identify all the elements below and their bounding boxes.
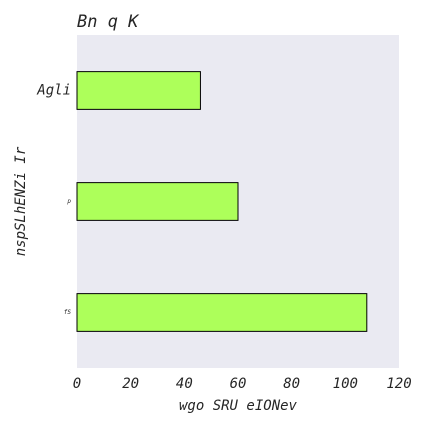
x-tick-label-5: 100 <box>333 376 358 392</box>
bar-0 <box>76 71 201 110</box>
y-tick-labels: Agli p fS <box>36 83 71 317</box>
y-tick-label-1: p <box>67 198 71 205</box>
x-axis-label: wgo SRU eIONev <box>179 398 298 414</box>
x-tick-label-0: 0 <box>73 376 81 392</box>
x-tick-label-4: 80 <box>283 376 300 392</box>
x-tick-label-3: 60 <box>230 376 247 392</box>
bars-group <box>76 71 368 332</box>
y-tick-label-2: fS <box>64 309 72 316</box>
bar-1 <box>76 182 239 221</box>
bar-2 <box>76 293 368 332</box>
chart-title: Bn q K <box>77 12 140 32</box>
x-tick-label-2: 40 <box>176 376 193 392</box>
x-tick-labels: 0 20 40 60 80 100 120 <box>73 376 412 392</box>
x-tick-label-6: 120 <box>386 376 411 392</box>
x-tick-label-1: 20 <box>122 376 139 392</box>
y-axis-label: nspSLhENZi Ir <box>13 146 29 256</box>
y-tick-label-0: Agli <box>36 83 71 99</box>
